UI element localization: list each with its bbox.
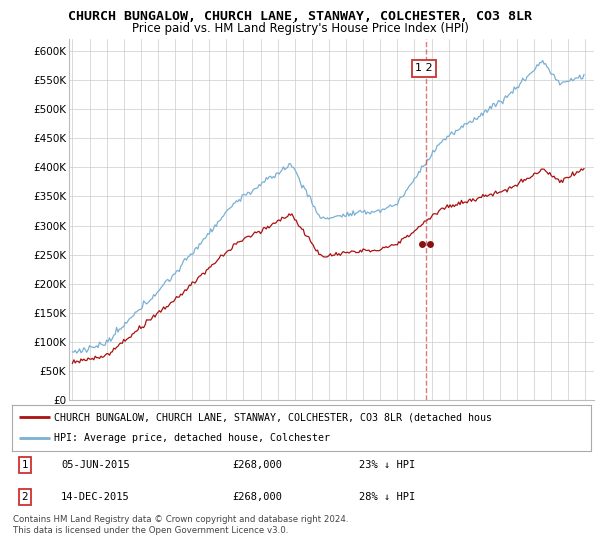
Text: Contains HM Land Registry data © Crown copyright and database right 2024.
This d: Contains HM Land Registry data © Crown c… (13, 515, 349, 535)
Text: 23% ↓ HPI: 23% ↓ HPI (359, 460, 416, 470)
Text: 05-JUN-2015: 05-JUN-2015 (61, 460, 130, 470)
Text: 1 2: 1 2 (415, 63, 433, 73)
Text: 14-DEC-2015: 14-DEC-2015 (61, 492, 130, 502)
Text: CHURCH BUNGALOW, CHURCH LANE, STANWAY, COLCHESTER, CO3 8LR (detached hous: CHURCH BUNGALOW, CHURCH LANE, STANWAY, C… (53, 412, 491, 422)
Text: £268,000: £268,000 (232, 492, 282, 502)
Text: 1: 1 (22, 460, 28, 470)
Text: 2: 2 (22, 492, 28, 502)
Text: 28% ↓ HPI: 28% ↓ HPI (359, 492, 416, 502)
Text: £268,000: £268,000 (232, 460, 282, 470)
Text: HPI: Average price, detached house, Colchester: HPI: Average price, detached house, Colc… (53, 433, 329, 444)
Text: CHURCH BUNGALOW, CHURCH LANE, STANWAY, COLCHESTER, CO3 8LR: CHURCH BUNGALOW, CHURCH LANE, STANWAY, C… (68, 10, 532, 23)
Text: Price paid vs. HM Land Registry's House Price Index (HPI): Price paid vs. HM Land Registry's House … (131, 22, 469, 35)
